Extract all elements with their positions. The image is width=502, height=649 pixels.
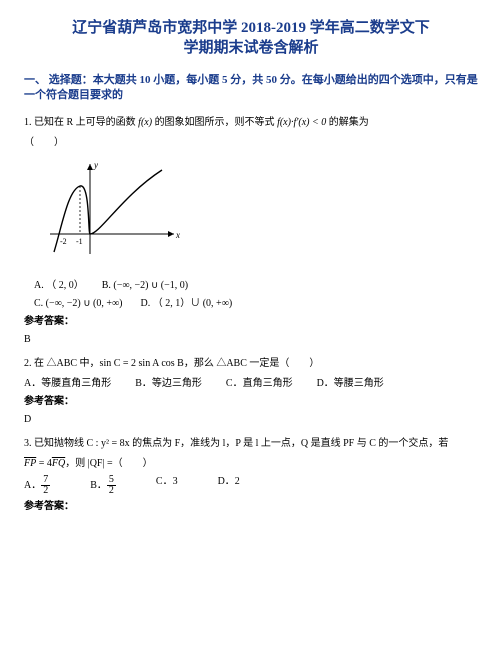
q3-vec-fp: FP (24, 458, 36, 469)
q3-opt-b-pre: B． (90, 480, 107, 491)
svg-text:-2: -2 (60, 237, 67, 246)
q2-opt-c: C．直角三角形 (226, 377, 293, 391)
title-line1: 辽宁省葫芦岛市宽邦中学 2018-2019 学年高二数学文下 (72, 20, 430, 36)
q1-ineq: f(x)·f′(x) < 0 (277, 117, 326, 128)
q1-ans-label: 参考答案： (24, 315, 478, 329)
question-1: 1. 已知在 R 上可导的函数 f(x) 的图象如图所示，则不等式 f(x)·f… (24, 116, 478, 347)
q3-opt-a: A．72 (24, 475, 50, 496)
svg-text:-1: -1 (76, 237, 83, 246)
q3-vec-fq: FQ (52, 458, 65, 469)
q2-ans-label: 参考答案： (24, 395, 478, 409)
q3-b-den: 2 (107, 486, 116, 496)
q1-opt-a: A. （ 2, 0） (34, 279, 84, 293)
q3-text: 3. 已知抛物线 C : y² = 8x 的焦点为 F，准线为 l，P 是 l … (24, 437, 478, 451)
q1-paren: （ ） (24, 136, 478, 150)
q3-opt-c: C．3 (156, 475, 178, 496)
title-line2: 学期期末试卷含解析 (183, 40, 318, 56)
q1-fx: f(x) (138, 117, 152, 128)
q3-ans-label: 参考答案： (24, 500, 478, 514)
q3-vec-c: ，则 |QF| =（ ） (65, 458, 152, 469)
q3-opt-b: B．52 (90, 475, 116, 496)
q1-graph: x y -2 -1 (42, 156, 478, 269)
q1-opt-b: B. (−∞, −2) ∪ (−1, 0) (102, 279, 188, 293)
q3-vec-mid: = 4 (36, 458, 52, 469)
svg-text:y: y (93, 160, 98, 170)
q1-text-b: 的图象如图所示，则不等式 (152, 117, 277, 128)
q3-opt-a-pre: A． (24, 480, 41, 491)
q2-opt-d: D．等腰三角形 (317, 377, 384, 391)
q2-opt-a: A．等腰直角三角形 (24, 377, 111, 391)
question-2: 2. 在 △ABC 中，sin C = 2 sin A cos B，那么 △AB… (24, 357, 478, 427)
q2-ans: D (24, 413, 478, 427)
q3-a-den: 2 (41, 486, 50, 496)
svg-text:x: x (175, 230, 180, 240)
q1-opt-c: C. (−∞, −2) ∪ (0, +∞) (34, 297, 123, 311)
q1-text-a: 1. 已知在 R 上可导的函数 (24, 117, 138, 128)
question-3: 3. 已知抛物线 C : y² = 8x 的焦点为 F，准线为 l，P 是 l … (24, 437, 478, 514)
q2-text: 2. 在 △ABC 中，sin C = 2 sin A cos B，那么 △AB… (24, 357, 478, 371)
q1-text-c: 的解集为 (326, 117, 369, 128)
q2-opt-b: B．等边三角形 (135, 377, 202, 391)
section-1-header: 一、 选择题：本大题共 10 小题，每小题 5 分，共 50 分。在每小题给出的… (24, 73, 478, 105)
q3-opt-d: D．2 (218, 475, 240, 496)
q1-ans: B (24, 333, 478, 347)
q1-opt-d: D. （ 2, 1）∪ (0, +∞) (141, 297, 233, 311)
